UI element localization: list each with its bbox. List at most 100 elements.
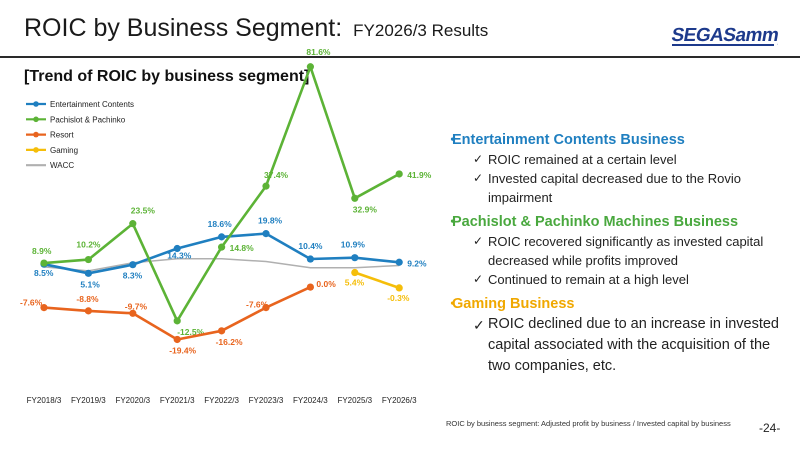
legend-marker	[33, 101, 39, 107]
data-point	[351, 254, 359, 262]
data-label: 5.1%	[80, 279, 100, 289]
legend-label: Pachislot & Pachinko	[50, 115, 126, 124]
bullet-item: ✓ ROIC remained at a certain level	[473, 152, 677, 167]
bullet-item: ✓ Continued to remain at a high level	[473, 272, 689, 287]
chart-legend: Entertainment Contents Pachislot & Pachin…	[26, 100, 134, 170]
x-tick-label: FY2023/3	[249, 396, 284, 405]
check-icon: ✓	[473, 234, 484, 248]
data-point	[129, 309, 137, 317]
legend-entry: Entertainment Contents	[26, 100, 134, 109]
data-label: 19.8%	[258, 216, 283, 226]
data-label: 5.4%	[345, 278, 365, 288]
legend-entry: Gaming	[26, 146, 78, 155]
data-point	[262, 182, 270, 190]
data-point	[84, 269, 92, 277]
data-label: 32.9%	[353, 204, 378, 214]
heading-gaming: ・Gaming Business	[446, 296, 575, 312]
data-point	[395, 258, 403, 266]
data-label: -8.8%	[76, 294, 99, 304]
data-label: -0.3%	[387, 293, 410, 303]
logo-text: SEGASammy	[670, 25, 778, 46]
data-label: -12.5%	[177, 327, 204, 337]
data-label: 41.9%	[407, 170, 432, 180]
data-label: 10.9%	[341, 240, 366, 250]
data-point	[306, 255, 314, 263]
data-point	[40, 259, 48, 267]
legend-entry: WACC	[26, 161, 74, 170]
bullet-group-entertainment: ・Entertainment Contents Business ✓ ROIC r…	[446, 129, 786, 207]
x-tick-label: FY2024/3	[293, 396, 328, 405]
page-title: ROIC by Business Segment: FY2026/3 Resul…	[24, 14, 488, 43]
data-label: -9.7%	[125, 301, 148, 311]
data-point	[173, 335, 181, 344]
check-icon: ✓	[473, 152, 484, 166]
data-label: 14.3%	[167, 251, 192, 261]
data-point	[218, 243, 226, 251]
data-point	[129, 220, 137, 228]
data-label: -19.4%	[169, 346, 196, 356]
check-icon: ✓	[473, 317, 485, 333]
legend-entry: Pachislot & Pachinko	[26, 115, 126, 124]
legend-label: Entertainment Contents	[50, 100, 134, 109]
data-point	[395, 170, 403, 178]
page-number: -24-	[759, 421, 781, 435]
data-label: 9.2%	[407, 258, 427, 268]
series-entertainment-contents: 8.5% 5.1% 8.3% 14.3% 18.6% 19.8% 10.4% 10.9% 9.2…	[34, 216, 427, 290]
legend-marker	[33, 147, 39, 153]
commentary: ・Entertainment Contents Business ✓ ROIC r…	[446, 129, 786, 377]
x-tick-label: FY2019/3	[71, 396, 106, 405]
data-point	[306, 283, 314, 291]
bullet-group-gaming: ・Gaming Business ✓ ROIC declined due to a…	[446, 293, 786, 377]
data-label: 8.3%	[123, 271, 143, 281]
data-point	[262, 230, 270, 238]
data-label: 14.8%	[230, 243, 255, 253]
legend-marker	[33, 116, 39, 123]
footnote: ROIC by business segment: Adjusted profi…	[446, 419, 731, 428]
data-point	[306, 63, 314, 71]
check-icon: ✓	[473, 171, 484, 185]
title-subtitle: FY2026/3 Results	[353, 21, 489, 40]
data-label: 8.9%	[32, 246, 52, 256]
data-point	[395, 284, 403, 292]
series-wacc	[43, 258, 400, 272]
data-label: 23.5%	[131, 206, 156, 216]
x-tick-label: FY2022/3	[204, 396, 239, 405]
legend-entry: Resort	[26, 131, 74, 140]
legend-label: Resort	[50, 131, 74, 140]
data-point	[218, 327, 226, 335]
data-point	[129, 261, 137, 269]
legend-marker	[33, 131, 39, 138]
x-tick-label: FY2018/3	[27, 396, 62, 405]
data-point	[351, 268, 359, 277]
series-pachislot-pachinko: 8.9% 10.2% 23.5% -12.5% 14.8% 37.4% 81.6% 32.9%…	[32, 47, 432, 337]
title-main: ROIC by Business Segment:	[24, 14, 343, 42]
data-label: -16.2%	[216, 337, 243, 347]
data-point	[173, 244, 181, 253]
heading-entertainment: ・Entertainment Contents Business	[446, 132, 685, 148]
data-label: 10.4%	[298, 241, 323, 251]
x-tick-label: FY2026/3	[382, 396, 417, 405]
x-tick-label: FY2021/3	[160, 396, 195, 405]
data-label: 8.5%	[34, 268, 54, 278]
bullet-item: ✓ ROIC declined due to an increase in inv…	[473, 316, 779, 374]
data-label: 0.0%	[316, 279, 336, 289]
bullet-item: ✓ ROIC recovered significantly as investe…	[473, 234, 764, 268]
segasammy-logo: SEGASammy	[670, 25, 778, 46]
section-title: [Trend of ROIC by business segment]	[24, 68, 310, 85]
legend-label: Gaming	[50, 146, 78, 155]
data-point	[351, 194, 359, 202]
data-point	[84, 255, 92, 264]
data-label: 81.6%	[306, 47, 331, 57]
series-resort: -7.6% -8.8% -9.7% -19.4% -16.2% -7.6% 0.0%	[20, 279, 336, 355]
legend-label: WACC	[50, 161, 74, 170]
data-label: 10.2%	[76, 240, 101, 250]
x-axis-ticks: FY2018/3 FY2019/3 FY2020/3 FY2021/3 FY2022/3…	[27, 396, 417, 405]
data-point	[173, 317, 181, 325]
data-point	[84, 307, 92, 315]
series-gaming: 5.4% -0.3%	[345, 268, 410, 303]
data-point	[40, 304, 48, 312]
check-icon: ✓	[473, 272, 484, 286]
x-tick-label: FY2020/3	[115, 396, 150, 405]
series-line	[43, 258, 400, 272]
